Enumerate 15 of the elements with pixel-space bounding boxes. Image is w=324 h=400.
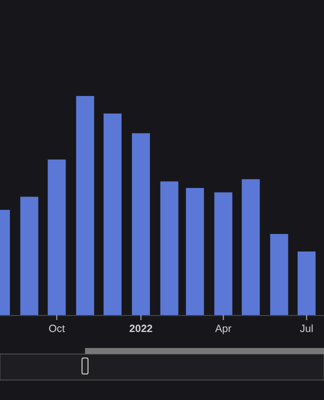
x-tick-label: 2022 — [129, 323, 153, 335]
x-tick-label: Oct — [48, 323, 65, 335]
bar — [186, 188, 204, 315]
bar — [20, 196, 38, 315]
x-tick-label: Jul — [300, 323, 314, 335]
bar — [132, 133, 150, 315]
bar — [160, 181, 178, 315]
bar — [214, 192, 232, 315]
bar — [48, 160, 66, 315]
bar — [242, 179, 260, 315]
bar — [298, 251, 316, 315]
bar — [76, 96, 94, 315]
x-tick-label: Apr — [215, 323, 232, 335]
bar — [104, 114, 122, 315]
bar — [270, 234, 288, 315]
